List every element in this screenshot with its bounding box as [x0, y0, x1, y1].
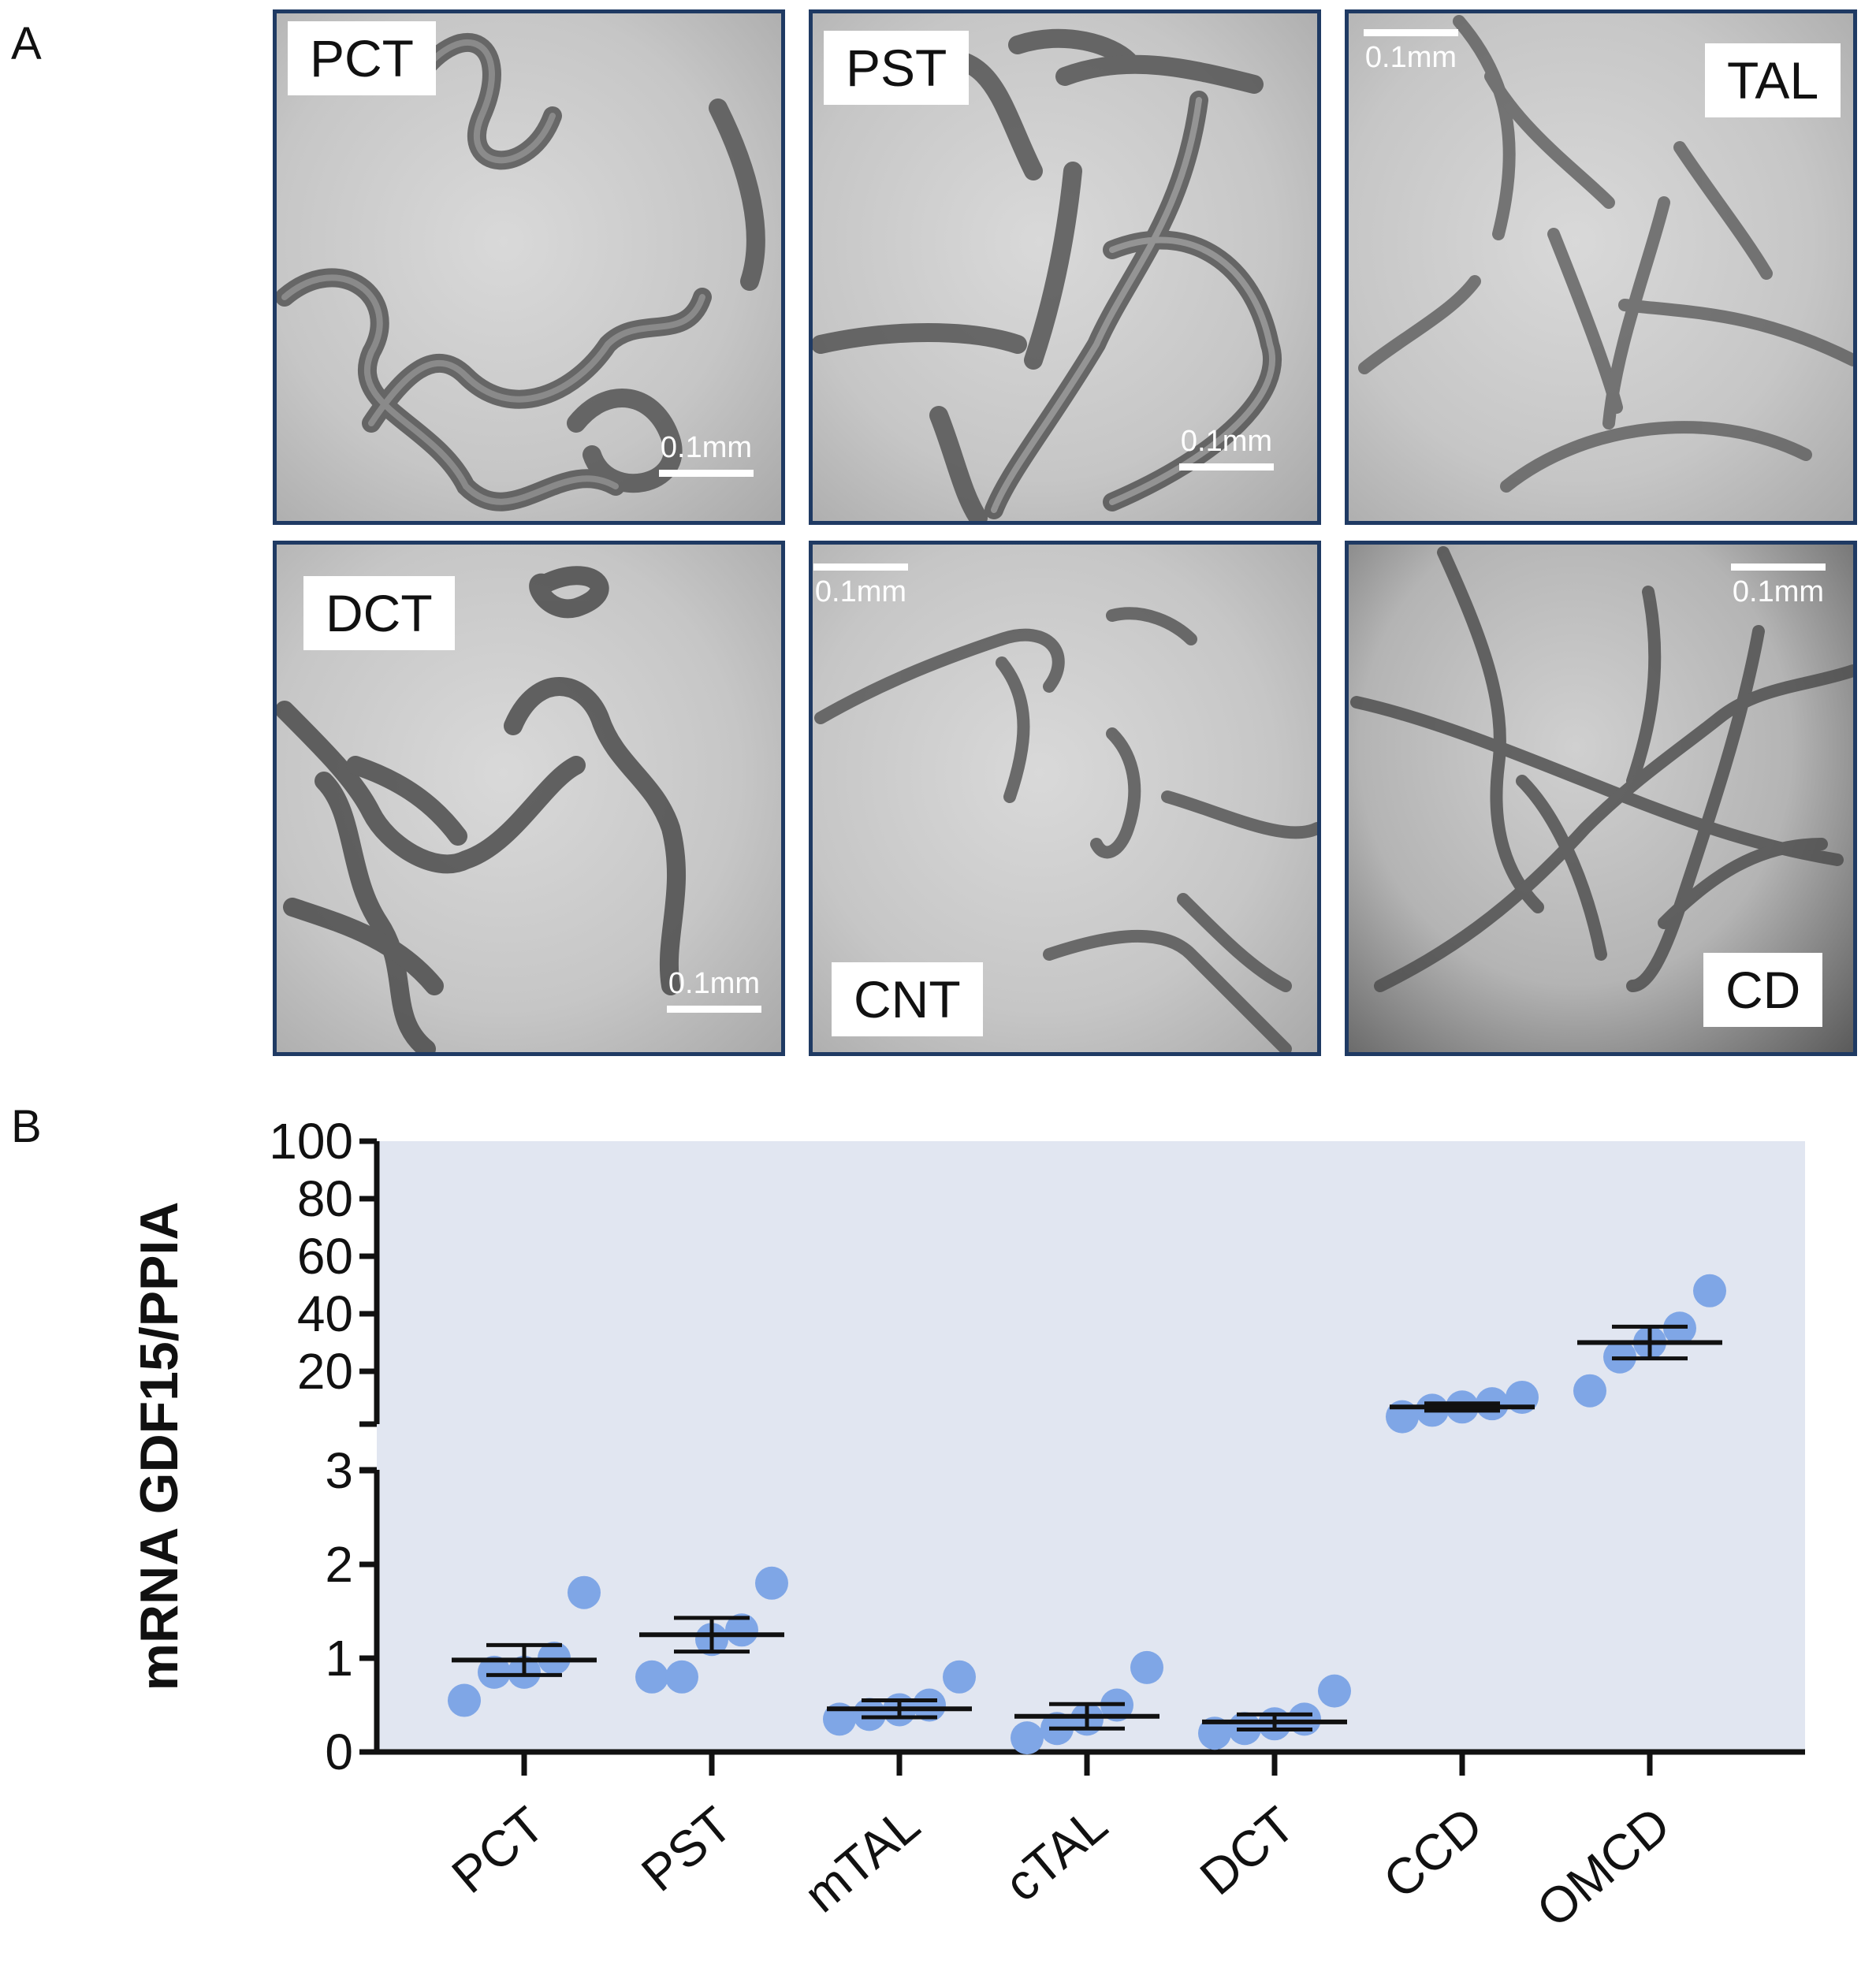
micrograph-dct: DCT 0.1mm [273, 541, 785, 1056]
micrograph-pct: PCT 0.1mm [273, 9, 785, 525]
x-tick-label: cTAL [994, 1796, 1118, 1913]
y-tick-label: 3 [325, 1442, 353, 1499]
scale-bar-text: 0.1mm [814, 575, 907, 608]
scale-bar-text: 0.1mm [1364, 41, 1457, 74]
data-point [665, 1660, 698, 1694]
y-axis-label: mRNA GDF15/PPIA [129, 1202, 189, 1691]
micrograph-tal: 0.1mm TAL [1345, 9, 1857, 525]
data-point [1288, 1702, 1321, 1736]
micrograph-cnt: 0.1mm CNT [809, 541, 1321, 1056]
data-point [1573, 1374, 1606, 1408]
data-point [1130, 1650, 1163, 1684]
data-point [448, 1683, 481, 1717]
data-point [725, 1613, 758, 1647]
x-tick-label: DCT [1189, 1796, 1305, 1906]
x-tick-label: mTAL [794, 1796, 930, 1924]
data-point [913, 1688, 946, 1722]
scale-bar-line [1364, 29, 1458, 36]
scale-bar: 0.1mm [1159, 425, 1293, 471]
scale-bar: 0.1mm [1349, 29, 1478, 75]
x-tick-label: OMCD [1526, 1796, 1681, 1939]
x-tick-label: PST [631, 1796, 743, 1902]
scale-bar: 0.1mm [647, 967, 781, 1013]
micrograph-cd: 0.1mm CD [1345, 541, 1857, 1056]
plot-area [377, 1141, 1805, 1752]
scale-bar: 0.1mm [813, 563, 928, 609]
data-point [755, 1566, 788, 1600]
micrograph-label: CD [1703, 953, 1823, 1027]
y-tick-label: 100 [269, 1113, 353, 1170]
micrograph-label: DCT [303, 576, 455, 650]
y-tick-label: 20 [297, 1343, 353, 1400]
scale-bar-text: 0.1mm [1180, 425, 1273, 458]
scale-bar-text: 0.1mm [668, 967, 761, 1000]
y-tick-label: 1 [325, 1630, 353, 1687]
micrograph-label: PST [824, 31, 970, 105]
y-tick-label: 40 [297, 1285, 353, 1342]
data-point [568, 1575, 601, 1609]
panel-b-letter: B [11, 1101, 42, 1152]
tubule-drawing [1350, 546, 1853, 992]
scale-bar: 0.1mm [639, 431, 773, 477]
tubule-drawing [277, 566, 687, 1052]
y-tick-label: 2 [325, 1536, 353, 1593]
data-point [1318, 1674, 1351, 1708]
scale-bar: 0.1mm [1711, 563, 1845, 609]
scale-bar-line [813, 563, 908, 571]
scale-bar-line [667, 1006, 761, 1013]
y-tick-label: 60 [297, 1228, 353, 1285]
panel-a-letter: A [11, 18, 42, 69]
tubule-drawing [277, 33, 765, 511]
data-point [1693, 1274, 1726, 1307]
tubule-drawing [814, 607, 1317, 1052]
y-tick-label: 0 [325, 1724, 353, 1780]
data-point [635, 1660, 668, 1694]
scale-bar-line [1731, 563, 1826, 571]
tubule-drawing [813, 28, 1282, 521]
micrograph-label: CNT [832, 962, 983, 1036]
y-tick-label: 80 [297, 1170, 353, 1227]
scale-bar-line [1179, 463, 1274, 471]
data-point [853, 1698, 886, 1731]
tubule-drawing [1358, 15, 1853, 493]
x-tick-label: CCD [1373, 1796, 1493, 1910]
data-point [1011, 1721, 1044, 1755]
data-point [943, 1660, 976, 1694]
micrograph-label: PCT [288, 21, 436, 95]
data-point [1198, 1717, 1231, 1750]
micrograph-pst: PST 0.1mm [809, 9, 1321, 525]
scale-bar-text: 0.1mm [1732, 575, 1825, 608]
scale-bar-line [659, 470, 754, 477]
micrograph-label: TAL [1705, 43, 1841, 117]
scale-bar-text: 0.1mm [660, 431, 753, 464]
x-tick-label: PCT [441, 1796, 555, 1904]
data-point [478, 1655, 511, 1689]
